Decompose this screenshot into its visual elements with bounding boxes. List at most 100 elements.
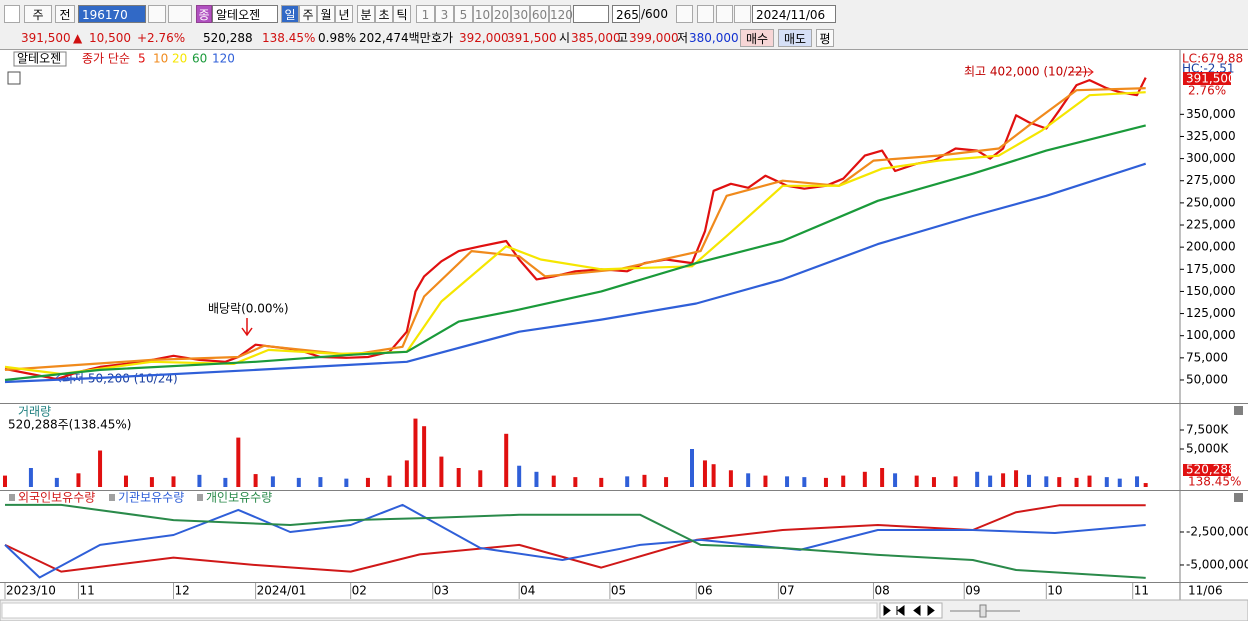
volume-bar — [711, 464, 716, 487]
x-tick-label: 04 — [520, 584, 535, 598]
series-line — [4, 503, 1146, 579]
volume-bar — [1117, 478, 1122, 487]
period-button[interactable]: 분 — [357, 5, 375, 23]
volume-bar — [478, 470, 483, 487]
y-tick-label: 325,000 — [1186, 129, 1236, 143]
x-tick-label: 10 — [1047, 584, 1062, 598]
volume-bar — [223, 477, 228, 487]
code-input[interactable]: 196170 — [78, 5, 146, 23]
x-tick-label: 07 — [779, 584, 794, 598]
unit-select[interactable]: 주 — [24, 5, 52, 23]
interval-button[interactable]: 120 — [549, 5, 573, 23]
volume-bar — [802, 477, 807, 487]
interval-button[interactable]: 20 — [492, 5, 511, 23]
interval-button[interactable]: 5 — [454, 5, 473, 23]
x-tick-label: 03 — [434, 584, 449, 598]
volume-bar — [456, 468, 461, 487]
menu-icon[interactable] — [4, 5, 20, 23]
quote-high-label: 고 — [617, 31, 629, 45]
annotation: 배당락(0.00%) — [208, 302, 289, 316]
name-field[interactable]: 알테오젠 — [212, 5, 278, 23]
volume-bar — [3, 475, 7, 487]
volume-bar — [439, 456, 444, 487]
legend-item: 10 — [153, 52, 168, 66]
period-button[interactable]: 초 — [375, 5, 393, 23]
volume-bar — [862, 471, 867, 487]
last-pct: 138.45% — [1188, 475, 1241, 489]
volume-bar — [270, 476, 275, 487]
tool-icon[interactable] — [716, 5, 733, 23]
volume-bar — [975, 471, 980, 487]
volume-bar — [197, 474, 202, 487]
volume-bar — [149, 477, 154, 487]
volume-bar — [504, 433, 509, 487]
buy-button[interactable]: 매수 — [740, 29, 774, 47]
annotation: 최고 402,000 (10/22) — [964, 65, 1087, 79]
period-button[interactable]: 주 — [299, 5, 317, 23]
avg-button[interactable]: 평 — [816, 29, 834, 47]
x-tick-label: 2023/10 — [6, 584, 56, 598]
volume-bar — [98, 450, 103, 487]
blank-select[interactable] — [573, 5, 609, 23]
tool-icon[interactable] — [676, 5, 693, 23]
last-label: 520,288 — [1186, 463, 1236, 477]
date-input[interactable]: 2024/11/06 — [752, 5, 836, 23]
period-button[interactable]: 일 — [281, 5, 299, 23]
volume-bar — [236, 437, 241, 487]
x-tick-label: 11 — [1134, 584, 1149, 598]
badge: 종 — [196, 5, 212, 23]
interval-button[interactable]: 10 — [473, 5, 492, 23]
volume-bar — [253, 474, 258, 487]
volume-bar — [171, 476, 176, 487]
sell-button[interactable]: 매도 — [778, 29, 812, 47]
volume-bar — [387, 475, 392, 487]
volume-bar — [988, 475, 993, 487]
volume-bar — [413, 418, 418, 487]
sound-button[interactable] — [168, 5, 192, 23]
volume-bar — [914, 475, 919, 487]
interval-button[interactable]: 60 — [530, 5, 549, 23]
last-box — [1183, 72, 1231, 85]
volume-bar — [404, 460, 409, 487]
tool-icon[interactable] — [697, 5, 714, 23]
y-tick-label: 100,000 — [1186, 328, 1236, 342]
volume-bar — [1143, 483, 1148, 487]
y-tick-label: 250,000 — [1186, 195, 1236, 209]
period-button[interactable]: 틱 — [393, 5, 411, 23]
quote-ask-label: 호가 — [431, 31, 454, 45]
volume-bar — [880, 468, 885, 487]
period-button[interactable]: 년 — [335, 5, 353, 23]
quote-price: 391,500 — [21, 31, 71, 45]
volume-bar — [1014, 470, 1019, 487]
y-tick-label: 125,000 — [1186, 306, 1236, 320]
count-input[interactable]: 265 — [612, 5, 640, 23]
y-tick-label: 7,500K — [1186, 423, 1229, 437]
quote-open-label: 시 — [559, 31, 571, 45]
legend-item: 기관보유수량 — [118, 491, 184, 505]
search-button[interactable] — [148, 5, 166, 23]
all-button[interactable]: 전 — [55, 5, 75, 23]
volume-bar — [785, 476, 790, 487]
legend-swatch — [9, 494, 15, 501]
volume-bar — [841, 475, 846, 487]
quote-low: 380,000 — [689, 31, 739, 45]
interval-button[interactable]: 30 — [511, 5, 530, 23]
quote-volume-ratio: 138.45% — [262, 31, 316, 45]
legend-swatch — [197, 494, 203, 501]
series-line — [4, 162, 1147, 384]
quote-turnover: 0.98% — [318, 31, 357, 45]
y-tick-label: -2,500,000 — [1186, 524, 1248, 538]
volume-bar — [763, 475, 768, 487]
volume-bar — [573, 477, 578, 487]
volume-bar — [1044, 476, 1049, 487]
interval-button[interactable]: 3 — [435, 5, 454, 23]
quote-change: 10,500 — [89, 31, 131, 45]
period-button[interactable]: 월 — [317, 5, 335, 23]
interval-button[interactable]: 1 — [416, 5, 435, 23]
volume-bar — [664, 477, 669, 487]
tool-icon[interactable] — [734, 5, 751, 23]
x-tick-label: 09 — [965, 584, 980, 598]
y-tick-label: 300,000 — [1186, 151, 1236, 165]
volume-bar — [642, 474, 647, 487]
volume-bar — [365, 477, 370, 487]
